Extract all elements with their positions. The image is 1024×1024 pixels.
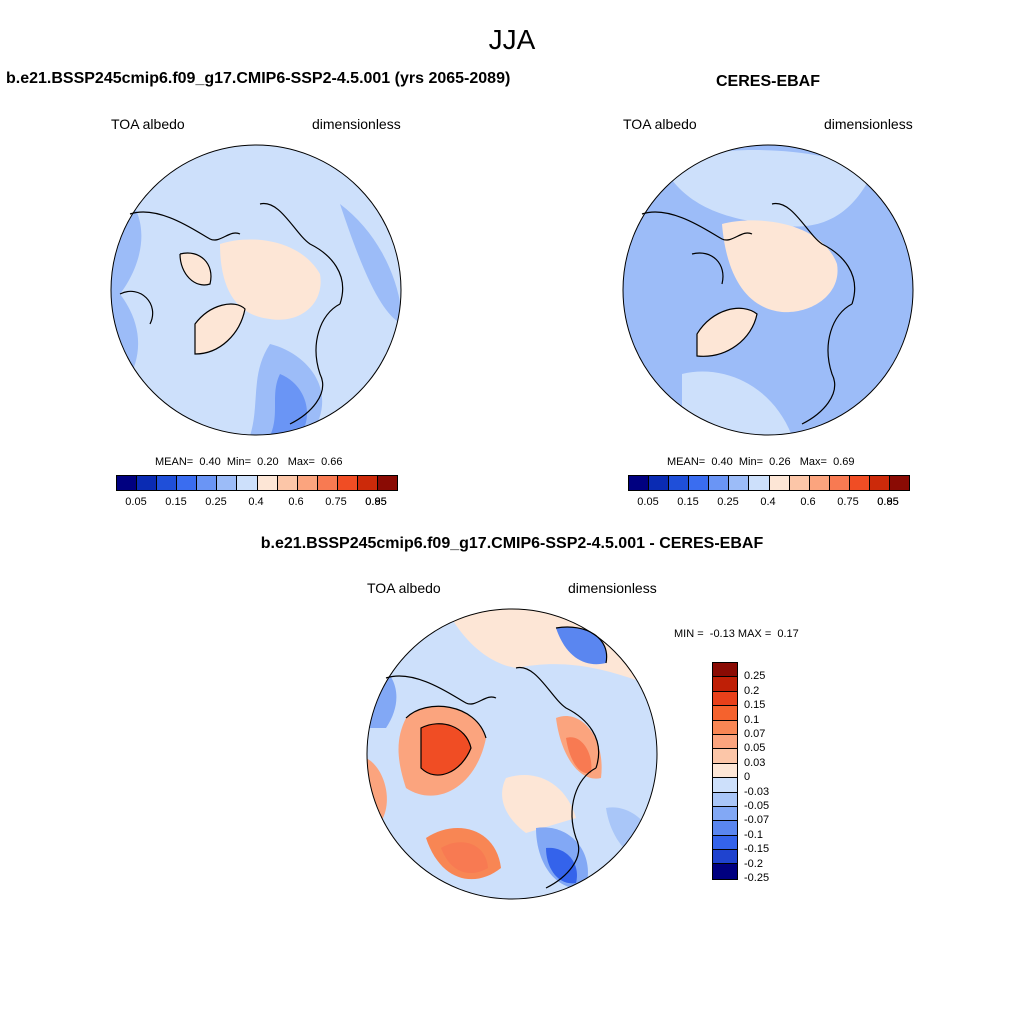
colorbar-swatch [713, 663, 737, 678]
colorbar-swatch [713, 749, 737, 764]
panel2-polar-map [622, 144, 914, 436]
panel3-title: b.e21.BSSP245cmip6.f09_g17.CMIP6-SSP2-4.… [260, 535, 764, 552]
colorbar-swatch [669, 476, 690, 490]
panel1-colorbar-ticks: 0.05 0.15 0.25 0.4 0.6 0.75 0.85 0.95 [116, 496, 398, 510]
colorbar-tick-label: 0.25 [205, 496, 227, 508]
panel2-colorbar [628, 475, 910, 491]
panel2-title: CERES-EBAF [716, 73, 821, 90]
colorbar-swatch [378, 476, 398, 490]
panel2-units: dimensionless [824, 116, 913, 132]
colorbar-tick-label: 0.07 [744, 728, 766, 740]
colorbar-tick-label: 0 [744, 771, 751, 784]
colorbar-tick-label: 0.95 [365, 496, 387, 508]
panel1-colorbar [116, 475, 398, 491]
colorbar-swatch [629, 476, 650, 490]
colorbar-swatch [217, 476, 238, 490]
colorbar-swatch [257, 476, 278, 490]
colorbar-tick-label: 0.4 [760, 496, 776, 508]
panel1-variable: TOA albedo [111, 116, 185, 132]
panel3-variable: TOA albedo [367, 580, 441, 596]
colorbar-tick-label: 0.03 [744, 756, 766, 769]
panel3-colorbar-labels: 0.25 0.2 0.15 0.1 0.07 0.05 0.03 0 -0.03 -0.05 -0.… [744, 662, 804, 892]
colorbar-swatch [890, 476, 910, 490]
colorbar-swatch [649, 476, 670, 490]
colorbar-tick-label: 0.2 [744, 684, 760, 697]
panel1-units: dimensionless [312, 116, 401, 132]
colorbar-tick-label: 0.05 [744, 742, 766, 755]
colorbar-swatch [729, 476, 750, 490]
colorbar-tick-label: 0.75 [837, 496, 859, 508]
colorbar-swatch [713, 763, 737, 779]
colorbar-tick-label: 0.1 [744, 713, 760, 726]
colorbar-tick-label: -0.03 [744, 785, 770, 798]
colorbar-swatch [317, 476, 338, 490]
colorbar-tick-label: 0.6 [288, 496, 304, 508]
colorbar-tick-label: -0.25 [744, 872, 770, 884]
colorbar-swatch [869, 476, 891, 490]
colorbar-tick-label: 0.95 [877, 496, 899, 508]
colorbar-swatch [789, 476, 810, 490]
colorbar-swatch [713, 806, 737, 822]
panel1-title: b.e21.BSSP245cmip6.f09_g17.CMIP6-SSP2-4.… [6, 70, 511, 87]
panel3-units: dimensionless [568, 580, 657, 596]
panel1-polar-map [110, 144, 402, 436]
colorbar-swatch [177, 476, 198, 490]
colorbar-tick-label: 0.75 [325, 496, 347, 508]
colorbar-swatch [237, 476, 258, 490]
colorbar-tick-label: 0.25 [744, 670, 766, 683]
colorbar-swatch [689, 476, 710, 490]
panel3-polar-map [366, 608, 658, 900]
colorbar-swatch [117, 476, 138, 490]
panel2-colorbar-ticks: 0.05 0.15 0.25 0.4 0.6 0.75 0.85 0.95 [628, 496, 910, 510]
colorbar-swatch [749, 476, 770, 490]
colorbar-swatch [357, 476, 379, 490]
colorbar-swatch [713, 734, 737, 750]
panel2-variable: TOA albedo [623, 116, 697, 132]
colorbar-tick-label: -0.05 [744, 800, 770, 812]
colorbar-swatch [829, 476, 850, 490]
colorbar-swatch [709, 476, 730, 490]
colorbar-swatch [713, 821, 737, 836]
colorbar-swatch [337, 476, 358, 490]
colorbar-tick-label: 0.6 [800, 496, 816, 508]
colorbar-swatch [713, 864, 737, 879]
season-title: JJA [488, 24, 536, 55]
colorbar-swatch [713, 677, 737, 692]
colorbar-tick-label: 0.05 [125, 496, 147, 508]
colorbar-tick-label: -0.07 [744, 814, 770, 827]
panel2-stats: MEAN= 0.40 Min= 0.26 Max= 0.69 [667, 456, 855, 468]
colorbar-tick-label: 0.25 [717, 496, 739, 508]
colorbar-tick-label: 0.15 [677, 496, 699, 508]
colorbar-swatch [769, 476, 790, 490]
colorbar-swatch [713, 778, 737, 793]
colorbar-swatch [713, 850, 737, 865]
colorbar-tick-label: 0.85 [877, 496, 899, 508]
colorbar-tick-label: 0.15 [165, 496, 187, 508]
colorbar-swatch [137, 476, 158, 490]
colorbar-swatch [713, 835, 737, 851]
colorbar-swatch [197, 476, 218, 490]
colorbar-swatch [713, 720, 737, 735]
colorbar-swatch [713, 706, 737, 721]
colorbar-swatch [713, 691, 737, 707]
colorbar-tick-label: -0.2 [744, 857, 763, 870]
colorbar-swatch [849, 476, 870, 490]
colorbar-swatch [713, 792, 737, 807]
colorbar-swatch [297, 476, 318, 490]
panel1-stats: MEAN= 0.40 Min= 0.20 Max= 0.66 [155, 456, 343, 468]
colorbar-tick-label: -0.15 [744, 843, 770, 856]
colorbar-tick-label: 0.4 [248, 496, 264, 508]
colorbar-swatch [809, 476, 830, 490]
colorbar-tick-label: 0.05 [637, 496, 659, 508]
colorbar-tick-label: -0.1 [744, 828, 763, 841]
colorbar-swatch [157, 476, 178, 490]
colorbar-swatch [277, 476, 298, 490]
colorbar-tick-label: 0.85 [365, 496, 387, 508]
colorbar-tick-label: 0.15 [744, 699, 766, 712]
panel3-stats: MIN = -0.13 MAX = 0.17 [674, 628, 799, 640]
panel3-colorbar [712, 662, 738, 880]
